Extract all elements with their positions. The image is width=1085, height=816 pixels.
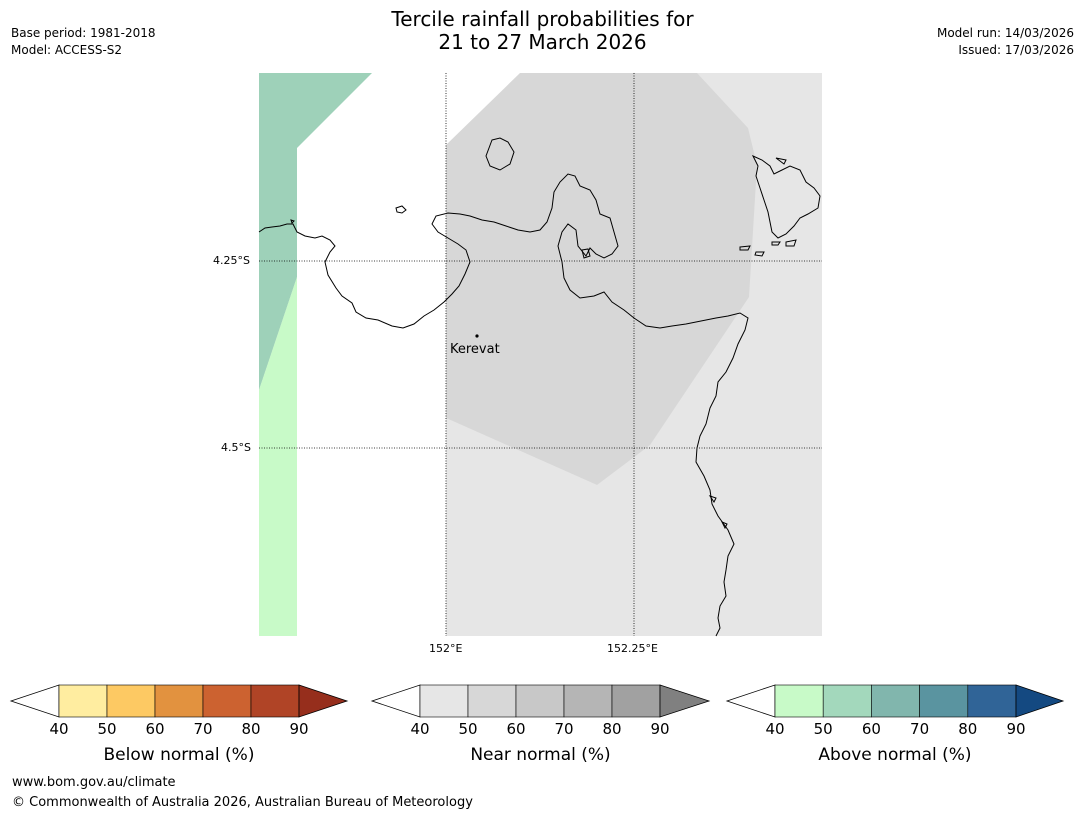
model-run-text: Model run: 14/03/2026 xyxy=(936,26,1074,40)
lon-label-152: 152°E xyxy=(429,642,463,655)
colorbar-2-tick-80: 80 xyxy=(958,720,978,738)
colorbar-1-block-3 xyxy=(563,684,613,718)
page-title: Tercile rainfall probabilities for 21 to… xyxy=(0,8,1085,54)
title-line-1: Tercile rainfall probabilities for xyxy=(391,7,694,31)
lon-label-152-25: 152.25°E xyxy=(607,642,658,655)
colorbar-0-block-1 xyxy=(106,684,156,718)
footer-url[interactable]: www.bom.gov.au/climate xyxy=(12,775,176,790)
header-left: Base period: 1981-2018 Model: ACCESS-S2 xyxy=(11,25,156,59)
model-text: Model: ACCESS-S2 xyxy=(11,43,123,57)
colorbar-2-title: Above normal (%) xyxy=(818,745,972,765)
coastline xyxy=(258,137,821,637)
colorbar-0-high-extend xyxy=(298,684,349,718)
near-normal-50-region xyxy=(446,73,757,485)
colorbar-0-title: Below normal (%) xyxy=(103,745,255,765)
colorbar-2-block-2 xyxy=(871,684,920,718)
base-period-text: Base period: 1981-2018 xyxy=(11,26,156,40)
colorbar-2-tick-60: 60 xyxy=(861,720,881,738)
colorbar-1-tick-60: 60 xyxy=(506,720,526,738)
colorbar-0-block-0 xyxy=(58,684,108,718)
footer-copyright: © Commonwealth of Australia 2026, Austra… xyxy=(12,795,473,810)
colorbar-0-block-4 xyxy=(250,684,300,718)
above-normal-40-region xyxy=(259,277,297,636)
colorbar-2-block-3 xyxy=(919,684,969,718)
colorbar-2-block-4 xyxy=(967,684,1017,718)
colorbar-1-tick-70: 70 xyxy=(554,720,574,738)
colorbar-2-tick-50: 50 xyxy=(813,720,833,738)
colorbar-2-tick-70: 70 xyxy=(910,720,930,738)
colorbar-0-tick-80: 80 xyxy=(241,720,261,738)
colorbar-2-tick-90: 90 xyxy=(1006,720,1026,738)
colorbar-0-tick-40: 40 xyxy=(49,720,69,738)
title-line-2: 21 to 27 March 2026 xyxy=(438,30,647,54)
colorbar-0-tick-60: 60 xyxy=(145,720,165,738)
place-label-kerevat: Kerevat xyxy=(450,342,500,357)
colorbar-0-tick-70: 70 xyxy=(193,720,213,738)
colorbar-1-block-0 xyxy=(419,684,469,718)
colorbar-1-tick-90: 90 xyxy=(650,720,670,738)
colorbar-1-low-extend xyxy=(370,684,421,718)
colorbar-0-tick-90: 90 xyxy=(289,720,309,738)
colorbar-2-high-extend xyxy=(1015,684,1065,718)
lat-label-4-25: 4.25°S xyxy=(213,254,250,267)
colorbar-1-block-4 xyxy=(611,684,661,718)
lat-label-4-5: 4.5°S xyxy=(221,441,251,454)
colorbar-1-high-extend xyxy=(659,684,711,718)
colorbar-1-title: Near normal (%) xyxy=(470,745,611,765)
near-normal-40-region-lower xyxy=(446,380,697,636)
colorbar-0-tick-50: 50 xyxy=(97,720,117,738)
above-normal-50-region xyxy=(259,73,372,390)
colorbar-1-block-1 xyxy=(467,684,517,718)
colorbar-1-tick-40: 40 xyxy=(410,720,430,738)
colorbar-1-tick-50: 50 xyxy=(458,720,478,738)
colorbar-0-block-2 xyxy=(154,684,204,718)
colorbar-1-tick-80: 80 xyxy=(602,720,622,738)
colorbar-1-block-2 xyxy=(515,684,565,718)
header-right: Model run: 14/03/2026 Issued: 17/03/2026 xyxy=(937,25,1074,59)
colorbar-2-block-0 xyxy=(774,684,824,718)
kerevat-marker xyxy=(475,334,479,338)
colorbar-2-tick-40: 40 xyxy=(765,720,785,738)
issued-text: Issued: 17/03/2026 xyxy=(958,43,1074,57)
colorbar-2-low-extend xyxy=(725,684,776,718)
colorbars xyxy=(9,684,1065,718)
colorbar-0-low-extend xyxy=(9,684,60,718)
colorbar-2-block-1 xyxy=(822,684,872,718)
colorbar-0-block-3 xyxy=(202,684,252,718)
